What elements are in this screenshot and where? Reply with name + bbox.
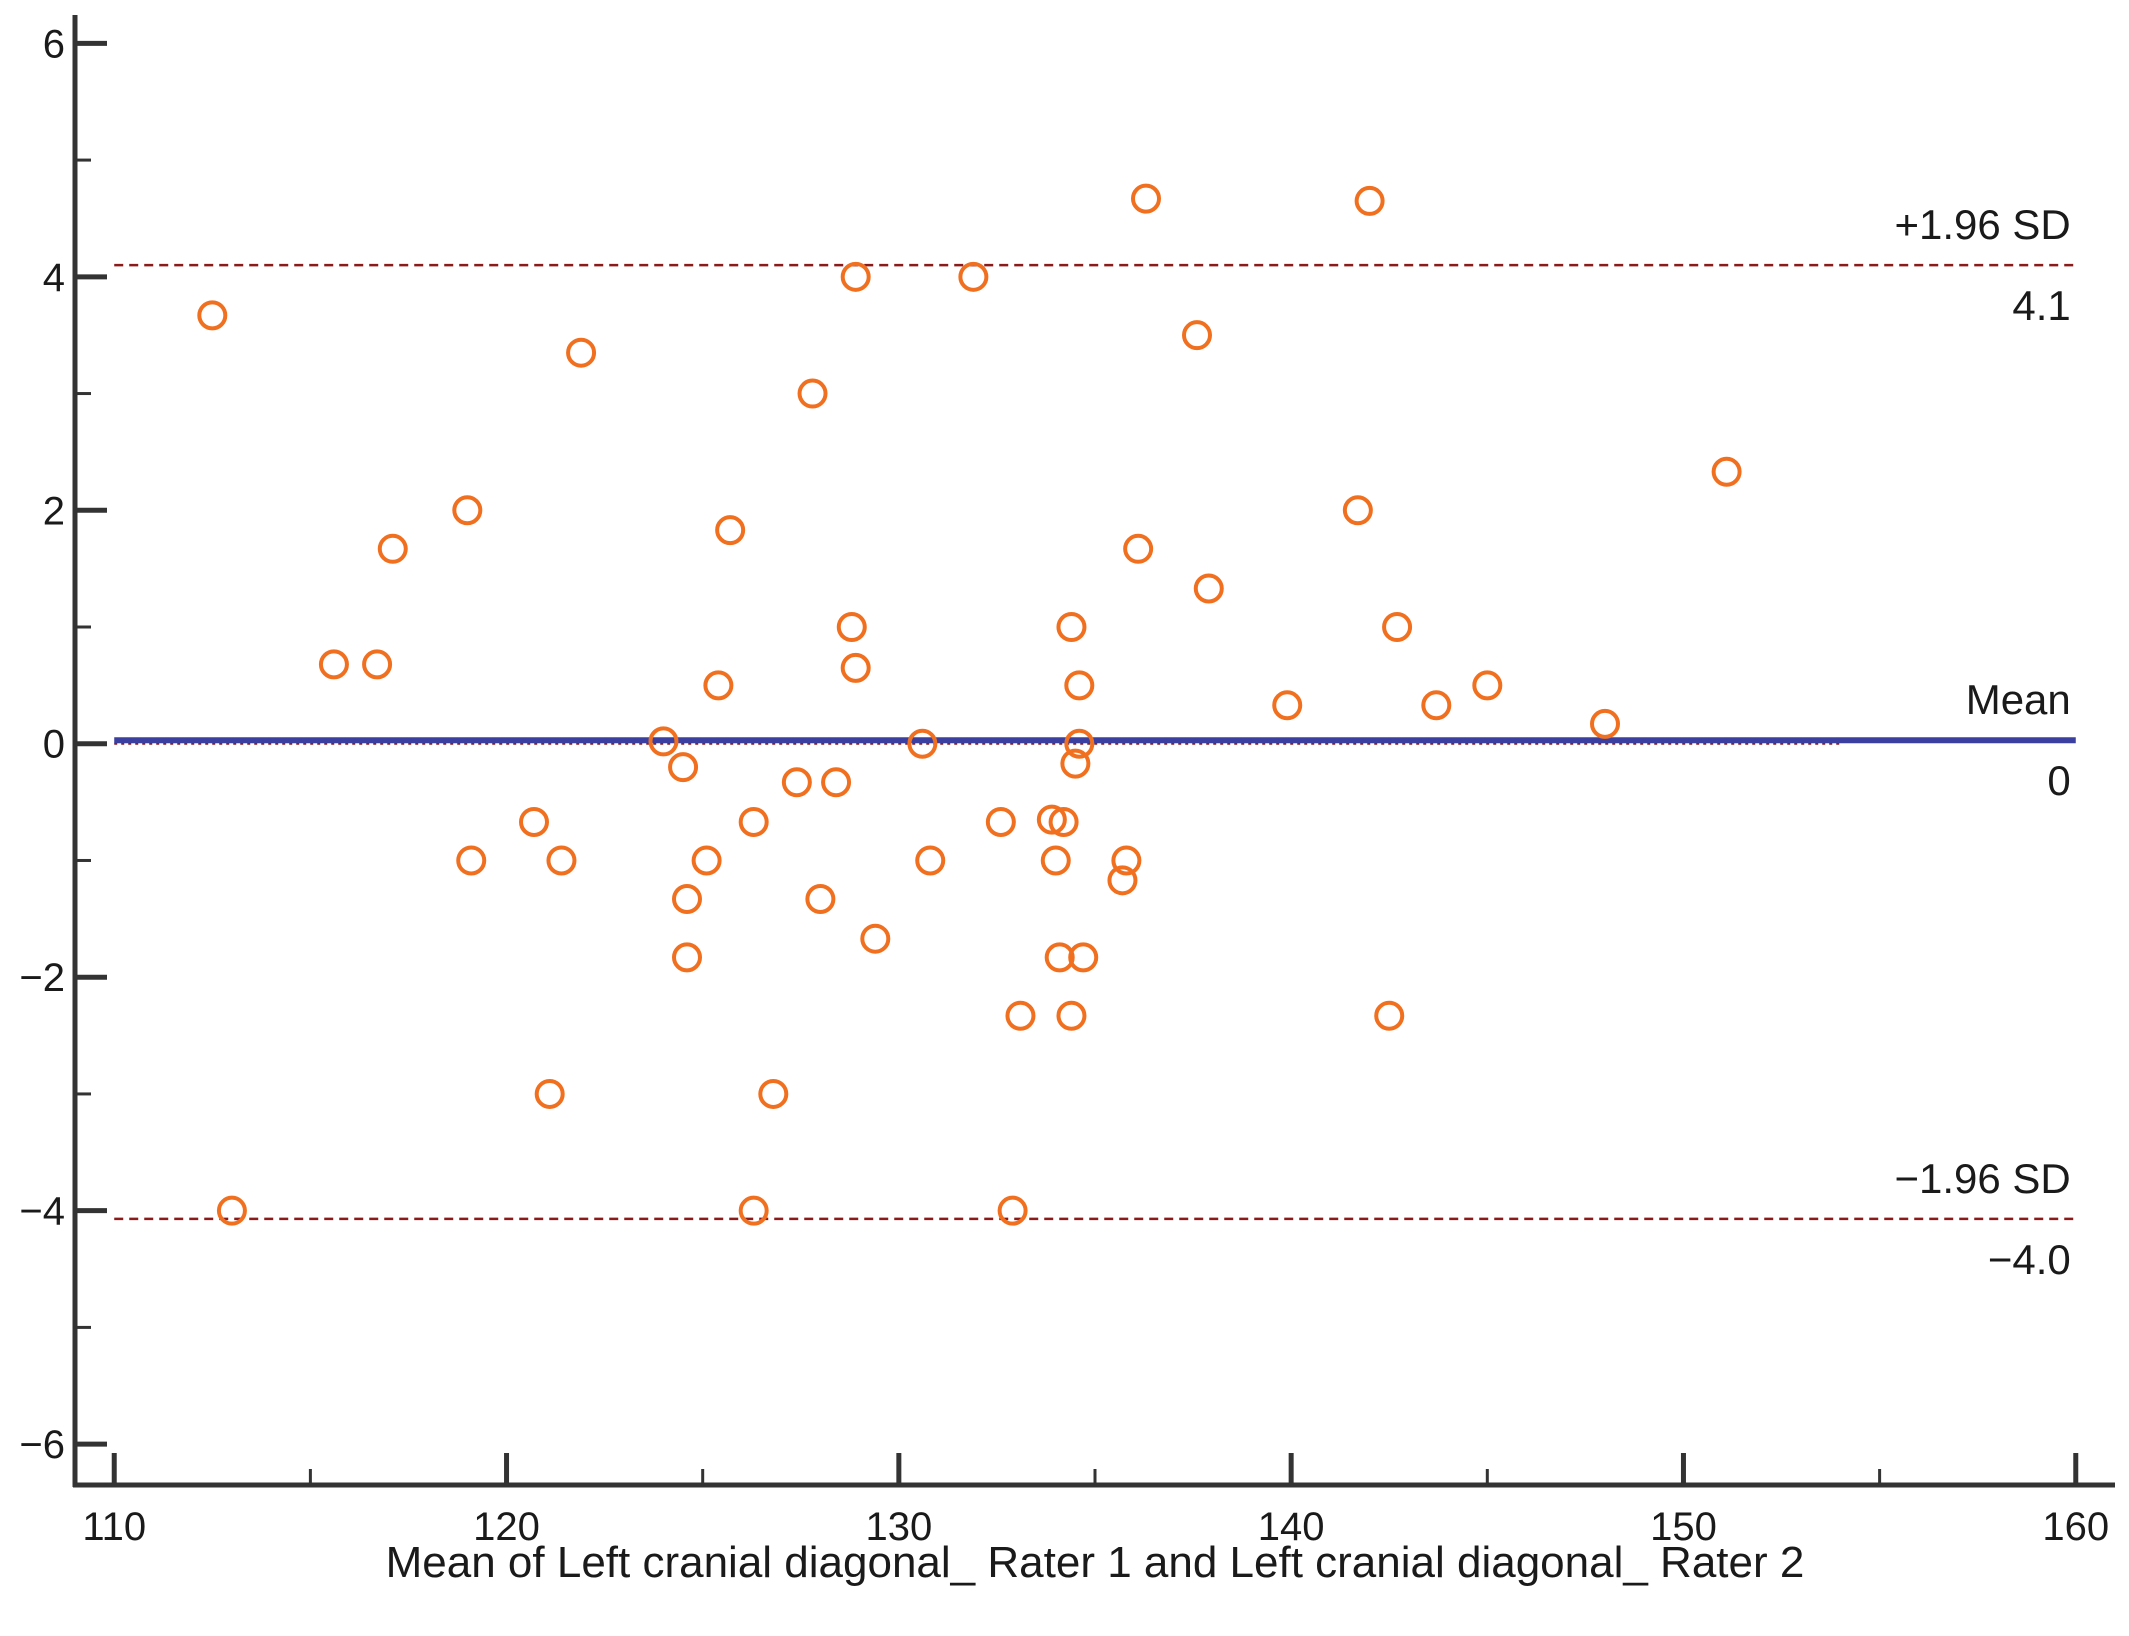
data-point	[1056, 612, 1087, 643]
data-point	[836, 612, 867, 643]
data-point	[1005, 1000, 1036, 1031]
data-point	[519, 806, 549, 837]
x-tick-label: 130	[865, 1505, 932, 1549]
mean-label: Mean	[1966, 676, 2071, 723]
data-point	[691, 845, 722, 876]
data-point	[648, 726, 679, 757]
data-point	[534, 1078, 565, 1109]
y-tick-label: −2	[19, 956, 65, 1000]
data-point	[546, 845, 577, 876]
data-point	[1590, 708, 1620, 739]
y-tick-label: −4	[19, 1190, 65, 1234]
reference-lines	[114, 263, 2076, 1221]
data-point	[456, 845, 487, 876]
data-point	[377, 533, 408, 564]
data-point	[821, 767, 852, 798]
data-point	[1374, 1000, 1405, 1031]
data-point	[860, 923, 891, 954]
upper_loa-value: 4.1	[2012, 282, 2070, 329]
data-point	[840, 261, 871, 292]
data-point	[915, 845, 946, 876]
data-point	[1421, 690, 1452, 721]
x-tick-label: 140	[1258, 1505, 1325, 1549]
data-point	[703, 670, 734, 701]
data-point	[1044, 942, 1075, 973]
data-point	[715, 515, 746, 546]
data-point	[1048, 806, 1079, 837]
data-point	[797, 378, 828, 409]
data-point	[758, 1078, 789, 1109]
upper_loa-label: +1.96 SD	[1894, 201, 2070, 248]
data-point	[1382, 612, 1413, 643]
y-tick-label: 4	[43, 256, 65, 300]
data-point	[1111, 845, 1142, 876]
data-point	[1060, 748, 1091, 779]
data-point	[362, 649, 393, 680]
data-point	[1182, 320, 1212, 351]
data-point	[1123, 533, 1154, 564]
data-point	[1068, 942, 1099, 973]
x-tick-label: 120	[473, 1505, 540, 1549]
data-point	[907, 728, 938, 759]
y-tick-label: 0	[43, 723, 65, 767]
x-tick-label: 160	[2042, 1505, 2109, 1549]
mean-value: 0	[2047, 757, 2070, 804]
data-point	[1131, 183, 1161, 214]
data-point	[1036, 804, 1067, 835]
data-point	[1193, 573, 1224, 604]
y-tick-label: 2	[43, 489, 65, 533]
data-point	[840, 652, 871, 683]
x-axis-title: Mean of Left cranial diagonal_ Rater 1 a…	[386, 1538, 1805, 1587]
y-tick-label: 6	[43, 22, 65, 66]
data-point	[672, 884, 702, 914]
data-point	[738, 1195, 769, 1226]
data-point	[781, 767, 812, 798]
data-points	[197, 183, 1742, 1226]
data-point	[738, 806, 769, 837]
axes: 6 4 2 0 −2 −4 −6 110 120 130 140 150 160	[19, 15, 2115, 1549]
x-tick-label: 150	[1650, 1505, 1717, 1549]
data-point	[668, 752, 699, 783]
data-point	[997, 1195, 1028, 1226]
data-point	[1354, 185, 1385, 216]
data-point	[1056, 1000, 1087, 1031]
data-point	[672, 942, 702, 973]
data-point	[1711, 456, 1742, 487]
x-tick-label: 110	[82, 1505, 146, 1549]
data-point	[566, 337, 597, 368]
data-point	[1272, 690, 1303, 721]
data-point	[1472, 670, 1503, 701]
reference-labels: +1.96 SD 4.1 Mean 0 −1.96 SD −4.0	[1894, 201, 2070, 1283]
y-tick-label: −6	[19, 1423, 65, 1467]
data-point	[318, 649, 349, 680]
data-point	[216, 1195, 247, 1226]
data-point	[452, 495, 483, 526]
lower_loa-label: −1.96 SD	[1894, 1155, 2070, 1202]
data-point	[1342, 495, 1373, 526]
data-point	[197, 300, 228, 331]
data-point	[1064, 728, 1095, 759]
data-point	[958, 261, 989, 292]
data-point	[805, 884, 836, 914]
data-point	[985, 806, 1016, 837]
lower_loa-value: −4.0	[1988, 1236, 2071, 1283]
data-point	[1064, 670, 1095, 701]
data-point	[1107, 865, 1138, 896]
data-point	[1040, 845, 1071, 876]
